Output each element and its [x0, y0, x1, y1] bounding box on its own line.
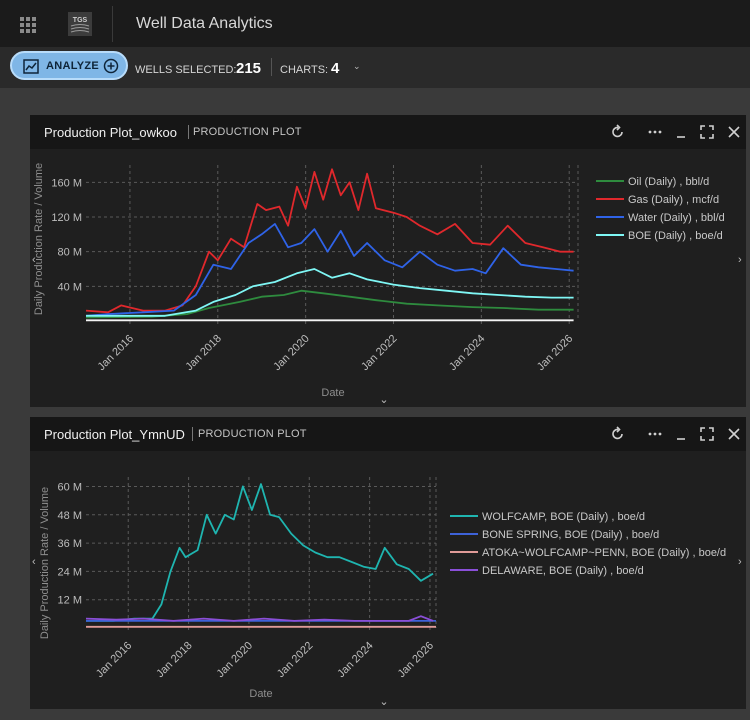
x-tick-label: Jan 2022 — [275, 640, 315, 680]
analyze-label: ANALYZE — [46, 60, 100, 72]
y-tick-label: 36 M — [58, 538, 82, 550]
legend-entry: Oil (Daily) , bbl/d — [628, 176, 709, 188]
chevron-left-icon: ‹ — [32, 254, 36, 266]
chevron-right-icon: › — [738, 254, 742, 266]
apps-grid-icon[interactable] — [20, 17, 36, 33]
x-tick-label: Jan 2020 — [215, 640, 255, 680]
app-title: Well Data Analytics — [136, 15, 273, 32]
top-bar: TGS Well Data Analytics — [0, 0, 750, 48]
series-line — [85, 223, 574, 317]
chart-panel-1: Production Plot_owkoo PRODUCTION PLOT 40… — [30, 115, 746, 407]
panel-title: Production Plot_YmnUD — [44, 427, 185, 442]
y-tick-label: 24 M — [58, 566, 82, 578]
panel-title: Production Plot_owkoo — [44, 125, 177, 140]
y-tick-label: 160 M — [51, 177, 82, 189]
add-circle-icon — [103, 58, 119, 74]
charts-label: CHARTS: — [280, 64, 329, 76]
x-tick-label: Jan 2026 — [396, 640, 436, 680]
x-tick-label: Jan 2024 — [447, 333, 487, 373]
panel-title-divider — [188, 125, 189, 139]
y-axis-label: Daily Production Rate / Volume — [39, 487, 51, 639]
minimize-icon[interactable] — [673, 426, 689, 442]
x-axis-label: Date — [321, 387, 344, 399]
x-tick-label: Jan 2016 — [94, 640, 134, 680]
wells-selected-value: 215 — [236, 60, 262, 77]
legend-entry: Water (Daily) , bbl/d — [628, 212, 725, 224]
x-tick-label: Jan 2022 — [359, 333, 399, 373]
legend-entry: WOLFCAMP, BOE (Daily) , boe/d — [482, 511, 645, 523]
wells-selected-label: WELLS SELECTED: — [135, 64, 237, 76]
chevron-down-icon[interactable]: ⌄ — [353, 61, 361, 71]
charts-value: 4 — [331, 60, 340, 77]
fullscreen-icon[interactable] — [699, 426, 715, 442]
more-icon[interactable] — [647, 124, 663, 140]
legend-entry: BONE SPRING, BOE (Daily) , boe/d — [482, 529, 659, 541]
legend-entry: ATOKA~WOLFCAMP~PENN, BOE (Daily) , boe/d — [482, 547, 726, 559]
x-axis-label: Date — [249, 688, 272, 700]
x-tick-label: Jan 2026 — [535, 333, 575, 373]
series-line — [85, 289, 574, 319]
y-tick-label: 40 M — [58, 281, 82, 293]
refresh-icon[interactable] — [610, 426, 626, 442]
x-tick-label: Jan 2018 — [183, 333, 223, 373]
panel-subtitle: PRODUCTION PLOT — [198, 428, 307, 440]
y-tick-label: 12 M — [58, 595, 82, 607]
x-tick-label: Jan 2016 — [96, 333, 136, 373]
production-chart-1[interactable]: 40 M 80 M 120 M 160 M Jan 2016 Jan 2018 Jan 20… — [30, 149, 746, 407]
y-axis-label: Daily Production Rate / Volume — [33, 163, 45, 315]
fullscreen-icon[interactable] — [699, 124, 715, 140]
production-chart-2[interactable]: 12 M 24 M 36 M 48 M 60 M Jan 2016 Jan 2018 Jan … — [30, 451, 746, 709]
panel-subtitle: PRODUCTION PLOT — [193, 126, 302, 138]
y-tick-label: 60 M — [58, 481, 82, 493]
x-tick-label: Jan 2020 — [271, 333, 311, 373]
close-icon[interactable] — [726, 426, 742, 442]
series-line — [86, 483, 434, 622]
chevron-down-icon: ⌄ — [379, 394, 388, 406]
topbar-divider — [112, 6, 113, 42]
series-line — [85, 168, 574, 314]
minimize-icon[interactable] — [673, 124, 689, 140]
more-icon[interactable] — [647, 426, 663, 442]
toolbar-divider — [271, 58, 272, 76]
chevron-left-icon: ‹ — [32, 556, 36, 568]
legend-entry: DELAWARE, BOE (Daily) , boe/d — [482, 565, 644, 577]
svg-text:TGS: TGS — [73, 17, 88, 24]
y-tick-label: 80 M — [58, 247, 82, 259]
x-tick-label: Jan 2018 — [154, 640, 194, 680]
panel-header: Production Plot_YmnUD PRODUCTION PLOT — [30, 417, 746, 451]
analysis-toolbar: ANALYZE WELLS SELECTED: 215 CHARTS: 4 ⌄ — [0, 48, 750, 88]
chart-panel-2: Production Plot_YmnUD PRODUCTION PLOT 12… — [30, 417, 746, 709]
x-tick-label: Jan 2024 — [335, 640, 375, 680]
chevron-right-icon: › — [738, 556, 742, 568]
tgs-logo-icon: TGS — [68, 12, 92, 36]
refresh-icon[interactable] — [610, 124, 626, 140]
analyze-button[interactable]: ANALYZE — [10, 51, 128, 80]
y-tick-label: 48 M — [58, 510, 82, 522]
panel-title-divider — [192, 427, 193, 441]
panel-header: Production Plot_owkoo PRODUCTION PLOT — [30, 115, 746, 149]
chevron-down-icon: ⌄ — [379, 696, 388, 708]
series-line — [85, 615, 434, 622]
y-tick-label: 120 M — [51, 212, 82, 224]
legend-entry: Gas (Daily) , mcf/d — [628, 194, 719, 206]
close-icon[interactable] — [726, 124, 742, 140]
legend-entry: BOE (Daily) , boe/d — [628, 230, 723, 242]
line-chart-icon — [23, 59, 39, 74]
series-line — [86, 268, 574, 317]
